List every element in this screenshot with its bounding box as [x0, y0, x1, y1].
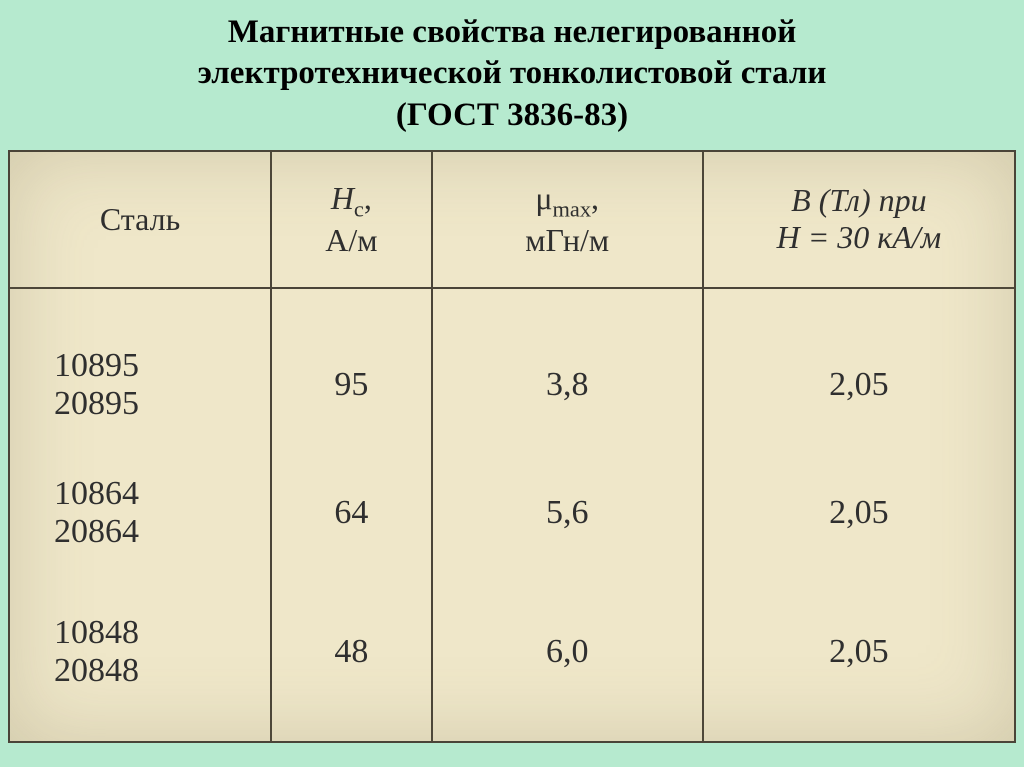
row-3-mu: 6,0: [441, 577, 694, 727]
hc-symbol: H: [331, 180, 354, 216]
row-3-b: 2,05: [712, 577, 1006, 727]
row-1-steel: 10895 20895: [54, 321, 262, 449]
r3-steel-b: 20848: [54, 652, 139, 689]
r2-b: 2,05: [712, 494, 1006, 532]
r3-steel-a: 10848: [54, 614, 139, 651]
hc-unit: А/м: [325, 222, 377, 258]
b-bot: H = 30 кА/м: [777, 219, 942, 255]
row-3-steel: 10848 20848: [54, 577, 262, 727]
cell-mu: 3,8 5,6 6,0: [432, 288, 703, 741]
cell-b: 2,05 2,05 2,05: [703, 288, 1014, 741]
mu-sub: max: [552, 196, 591, 221]
r2-steel-a: 10864: [54, 475, 139, 512]
r1-steel-a: 10895: [54, 347, 139, 384]
col-header-steel-text: Сталь: [100, 201, 180, 237]
col-header-b: B (Тл) при H = 30 кА/м: [703, 152, 1014, 288]
cell-steel: 10895 20895 10864 20864 10848 2084: [10, 288, 271, 741]
row-2-hc: 64: [280, 449, 423, 577]
page-title: Магнитные свойства нелегированной электр…: [0, 0, 1024, 144]
table-body-row: 10895 20895 10864 20864 10848 2084: [10, 288, 1014, 741]
properties-table: Сталь Hc, А/м μmax, мГн/м B (Тл) при H =…: [10, 152, 1014, 741]
table-header-row: Сталь Hc, А/м μmax, мГн/м B (Тл) при H =…: [10, 152, 1014, 288]
col-header-hc: Hc, А/м: [271, 152, 432, 288]
col-header-mu: μmax, мГн/м: [432, 152, 703, 288]
r3-hc: 48: [280, 633, 423, 671]
cell-hc: 95 64 48: [271, 288, 432, 741]
row-2-steel: 10864 20864: [54, 449, 262, 577]
r2-steel-b: 20864: [54, 513, 139, 550]
row-2-mu: 5,6: [441, 449, 694, 577]
row-1-hc: 95: [280, 321, 423, 449]
col-header-steel: Сталь: [10, 152, 271, 288]
row-2-b: 2,05: [712, 449, 1006, 577]
row-3-hc: 48: [280, 577, 423, 727]
b-top: B (Тл) при: [791, 182, 926, 218]
r1-mu: 3,8: [441, 366, 694, 404]
row-1-b: 2,05: [712, 321, 1006, 449]
r1-b: 2,05: [712, 366, 1006, 404]
row-1-mu: 3,8: [441, 321, 694, 449]
r3-mu: 6,0: [441, 633, 694, 671]
hc-sub: c: [354, 196, 364, 221]
properties-table-container: Сталь Hc, А/м μmax, мГн/м B (Тл) при H =…: [8, 150, 1016, 743]
r1-hc: 95: [280, 366, 423, 404]
title-line-3: (ГОСТ 3836-83): [396, 97, 628, 133]
r2-mu: 5,6: [441, 494, 694, 532]
r2-hc: 64: [280, 494, 423, 532]
title-line-2: электротехнической тонколистовой стали: [198, 55, 827, 91]
title-line-1: Магнитные свойства нелегированной: [228, 14, 796, 50]
r3-b: 2,05: [712, 633, 1006, 671]
mu-unit: мГн/м: [525, 222, 609, 258]
r1-steel-b: 20895: [54, 385, 139, 422]
mu-symbol: μ: [535, 180, 552, 216]
